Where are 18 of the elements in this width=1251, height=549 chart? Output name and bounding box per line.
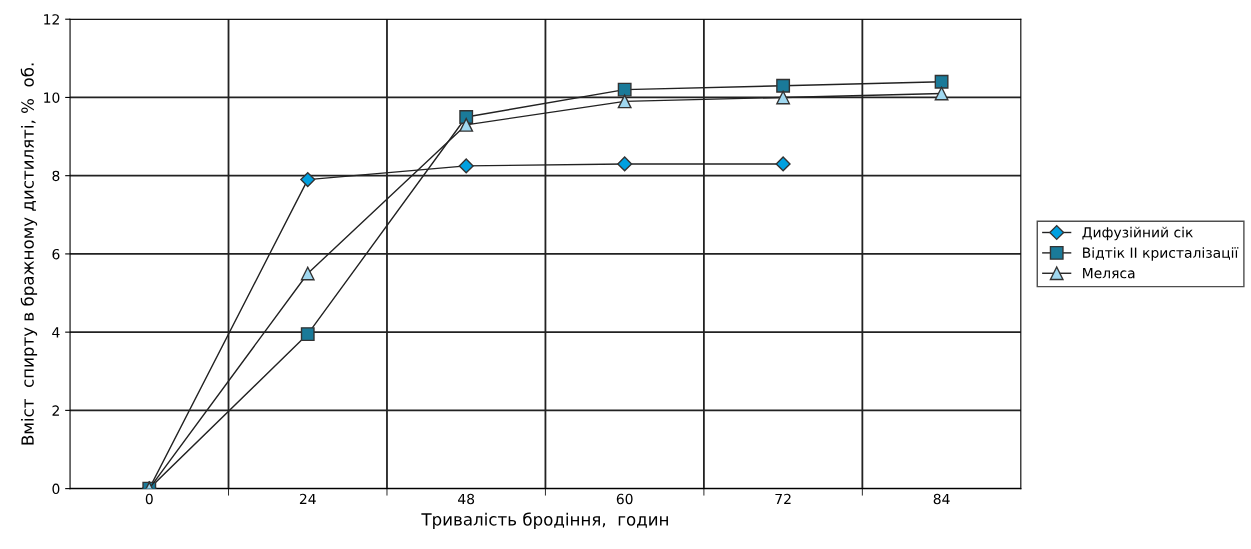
y-tick-label: 6: [52, 248, 60, 260]
legend-label: Меляса: [1083, 268, 1135, 279]
x-tick-label: 24: [299, 493, 316, 505]
x-tick-label: 84: [933, 493, 950, 505]
x-tick-label: 60: [616, 493, 633, 505]
y-tick-label: 12: [44, 14, 59, 25]
y-axis-title: Вміст спирту в бражному дистиляті, % об.: [20, 63, 38, 445]
y-tick-label: 4: [52, 327, 60, 338]
x-tick-label: 48: [458, 493, 475, 505]
y-tick-label: 8: [52, 170, 60, 182]
y-tick-label: 0: [52, 483, 60, 495]
y-tick-label: 10: [44, 92, 60, 103]
x-axis-title: Тривалість бродіння, годин: [421, 512, 668, 529]
x-tick-label: 0: [145, 493, 153, 505]
legend-label: Дифузійний сік: [1082, 226, 1193, 241]
legend-label: Відтік II кристалізації: [1083, 247, 1239, 261]
y-tick-label: 2: [52, 405, 59, 416]
x-tick-label: 72: [775, 493, 791, 505]
